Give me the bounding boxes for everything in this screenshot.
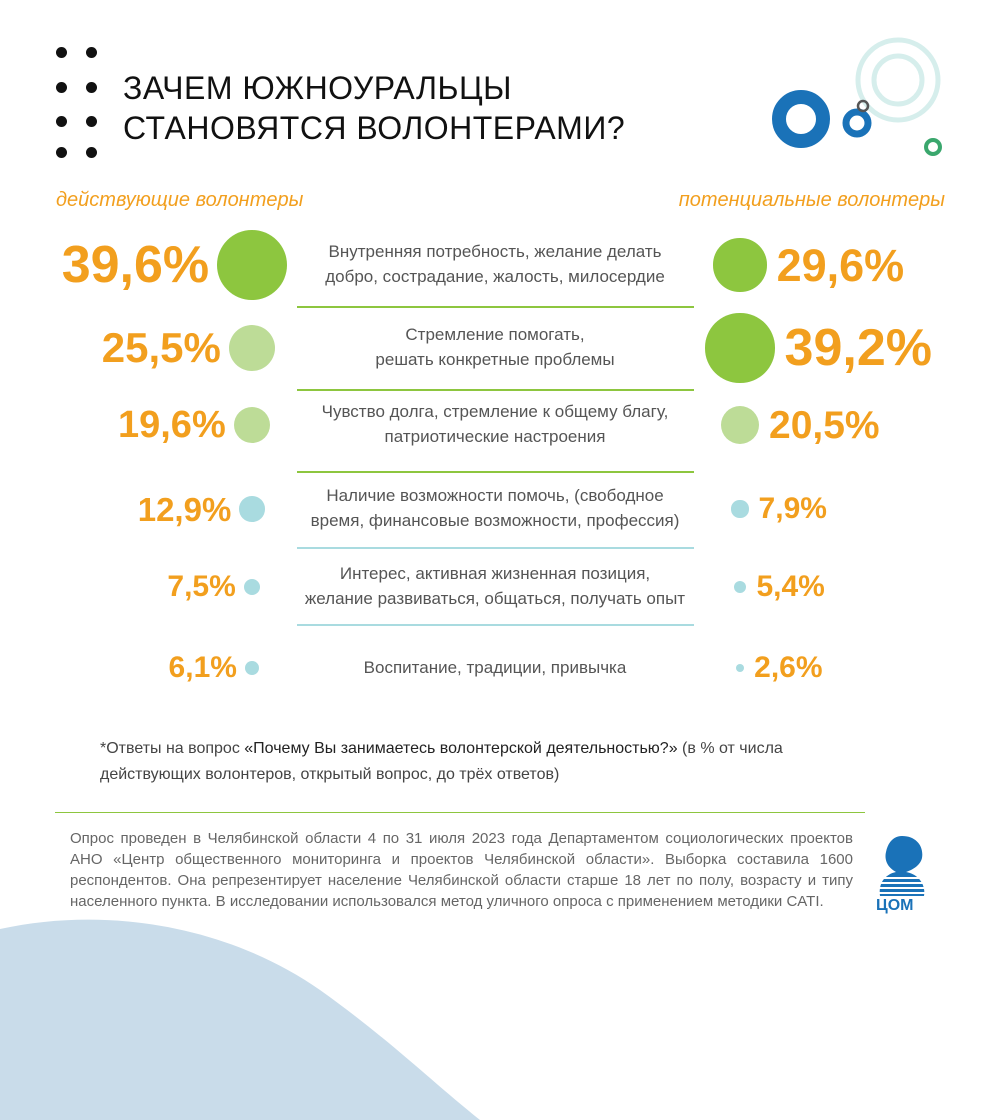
value-label-current: 19,6% [117,404,226,446]
category-label: Интерес, активная жизненная позиция, жела… [295,562,695,611]
bubble-comparison-chart: 39,6% Внутренняя потребность, желание дел… [0,220,1000,720]
com-logo-icon [878,836,926,896]
category-label-line: время, финансовые возможности, профессия… [310,510,680,530]
bullet-dot [86,47,97,58]
bubble-current-volunteers [217,230,287,300]
row-separator [297,547,694,549]
category-label: Чувство долга, стремление к общему благу… [295,400,695,449]
category-label-line: патриотические настроения [384,426,606,446]
bubble-current-volunteers [243,578,261,596]
value-label-potential: 29,6% [776,239,905,291]
value-label-current: 39,6% [61,236,210,294]
page-title-line-1: ЗАЧЕМ ЮЖНОУРАЛЬЦЫ [123,70,512,106]
category-label-line: Воспитание, традиции, привычка [363,657,627,677]
bubble-potential-volunteers [733,580,747,594]
bubble-potential-volunteers [731,500,749,518]
bubble-potential-volunteers [720,405,759,444]
category-label-line: Чувство долга, стремление к общему благу… [321,402,669,422]
footnote-suffix: (в % от числа действующих волонтеров, от… [100,740,783,783]
bullet-dot [56,47,67,58]
category-label: Внутренняя потребность, желание делать до… [295,240,695,289]
row-separator [297,624,694,626]
bubble-current-volunteers [233,406,271,444]
row-separator [297,389,694,391]
category-label: Наличие возможности помочь, (свободное вр… [295,484,695,533]
category-label: Стремление помогать, решать конкретные пр… [295,323,695,372]
value-label-potential: 7,9% [758,492,827,525]
bubble-current-volunteers [244,660,260,676]
methodology-text: Опрос проведен в Челябинской области 4 п… [70,830,853,910]
bubble-potential-volunteers [735,663,745,673]
category-label-line: Стремление помогать, [405,325,585,345]
footnote: *Ответы на вопрос «Почему Вы занимаетесь… [100,736,860,787]
logo-text: ЦОМ [876,897,914,914]
category-label-line: Наличие возможности помочь, (свободное [326,486,664,506]
value-label-potential: 2,6% [754,651,823,684]
page-title-line-2: СТАНОВЯТСЯ ВОЛОНТЕРАМИ? [123,110,626,146]
bullet-dot [56,147,67,158]
category-label-line: добро, сострадание, жалость, милосердие [325,266,665,286]
legend-current-volunteers: действующие волонтеры [56,189,304,211]
row-separator [297,471,694,473]
bubble-current-volunteers [239,496,265,522]
divider-line [55,812,865,813]
category-label-line: решать конкретные проблемы [375,349,615,369]
bullet-dot [56,116,67,127]
circles-decoration [772,37,942,156]
value-label-current: 12,9% [137,490,232,528]
row-separator [297,306,694,308]
value-label-potential: 20,5% [769,403,880,447]
value-label-current: 25,5% [101,324,221,371]
bullet-dot [56,82,67,93]
footnote-prefix: *Ответы на вопрос [100,740,245,757]
value-label-potential: 5,4% [756,570,825,603]
category-label-line: Интерес, активная жизненная позиция, [339,564,651,584]
bubble-current-volunteers [228,324,276,372]
value-label-current: 7,5% [167,570,236,603]
category-label-line: Внутренняя потребность, желание делать [328,242,662,262]
category-label: Воспитание, традиции, привычка [295,656,695,681]
corner-wave-decoration [0,919,480,1120]
category-label-line: желание развиваться, общаться, получать … [304,588,686,608]
bubble-potential-volunteers [705,313,775,383]
bubble-potential-volunteers [713,238,767,292]
legend-potential-volunteers: потенциальные волонтеры [678,189,945,211]
footnote-question: «Почему Вы занимаетесь волонтерской деят… [244,740,678,757]
bullet-dot [86,82,97,93]
bullet-dot [86,116,97,127]
bullet-dot [86,147,97,158]
value-label-current: 6,1% [168,651,237,684]
value-label-potential: 39,2% [784,319,932,377]
